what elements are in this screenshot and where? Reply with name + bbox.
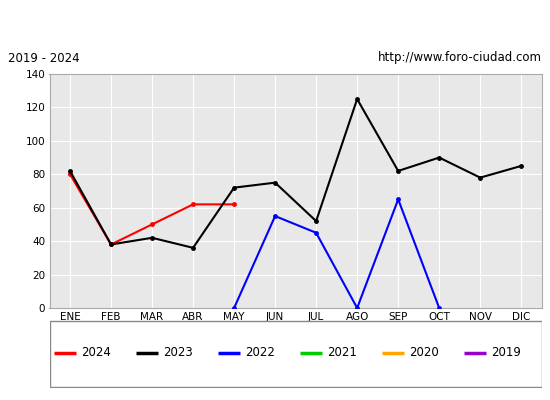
Text: 2019 - 2024: 2019 - 2024 <box>8 52 80 64</box>
Text: 2019: 2019 <box>491 346 521 359</box>
Text: 2024: 2024 <box>81 346 111 359</box>
Text: http://www.foro-ciudad.com: http://www.foro-ciudad.com <box>378 52 542 64</box>
Text: 2023: 2023 <box>163 346 192 359</box>
FancyBboxPatch shape <box>50 321 542 387</box>
Text: 2021: 2021 <box>327 346 357 359</box>
Text: 2020: 2020 <box>409 346 438 359</box>
Text: 2022: 2022 <box>245 346 274 359</box>
Text: Evolucion Nº Turistas Extranjeros en el municipio de Beniarrés: Evolucion Nº Turistas Extranjeros en el … <box>47 13 503 29</box>
